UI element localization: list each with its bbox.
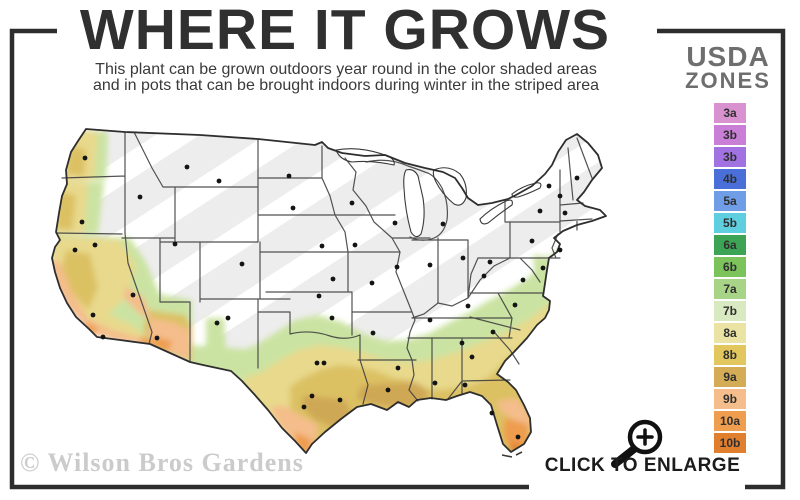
legend-swatch-8a: 8a (714, 323, 746, 343)
page-title: WHERE IT GROWS (79, 0, 611, 62)
subtitle-line-1: This plant can be grown outdoors year ro… (95, 61, 597, 78)
subtitle-line-2: and in pots that can be brought indoors … (92, 77, 600, 94)
legend-swatch-3b: 3b (714, 147, 746, 167)
legend-swatch-6a: 6a (714, 235, 746, 255)
legend-title: USDA ZONES (672, 41, 784, 93)
legend-title-usda: USDA (686, 41, 770, 72)
lake-michigan (403, 169, 425, 238)
subtitle: This plant can be grown outdoors year ro… (40, 62, 652, 94)
legend-swatch-7a: 7a (714, 279, 746, 299)
legend-title-zones: ZONES (685, 68, 771, 93)
click-to-enlarge-button[interactable]: CLICK TO ENLARGE (544, 455, 741, 476)
legend-swatch-9a: 9a (714, 367, 746, 387)
legend-swatch-3b: 3b (714, 125, 746, 145)
watermark: © Wilson Bros Gardens (20, 448, 304, 477)
legend-swatch-4b: 4b (714, 169, 746, 189)
legend-swatches: 3a 3b 3b 4b 5a 5b 6a 6b 7a 7b 8a 8b 9a 9b 10a 10b (714, 103, 746, 455)
legend-swatch-6b: 6b (714, 257, 746, 277)
great-lakes (335, 148, 542, 238)
frame-border (9, 28, 786, 490)
legend-swatch-8b: 8b (714, 345, 746, 365)
lake-erie (479, 199, 513, 225)
state-borders (55, 131, 593, 405)
florida-keys (501, 451, 523, 458)
legend-swatch-10b: 10b (714, 433, 746, 453)
zoom-in-icon[interactable] (611, 419, 663, 468)
legend-swatch-9b: 9b (714, 389, 746, 409)
us-outline (51, 128, 607, 454)
lake-huron (432, 167, 467, 206)
legend-swatch-3a: 3a (714, 103, 746, 123)
legend-swatch-5a: 5a (714, 191, 746, 211)
legend-swatch-7b: 7b (714, 301, 746, 321)
legend-swatch-10a: 10a (714, 411, 746, 431)
state-dots (72, 155, 580, 440)
legend-swatch-5b: 5b (714, 213, 746, 233)
